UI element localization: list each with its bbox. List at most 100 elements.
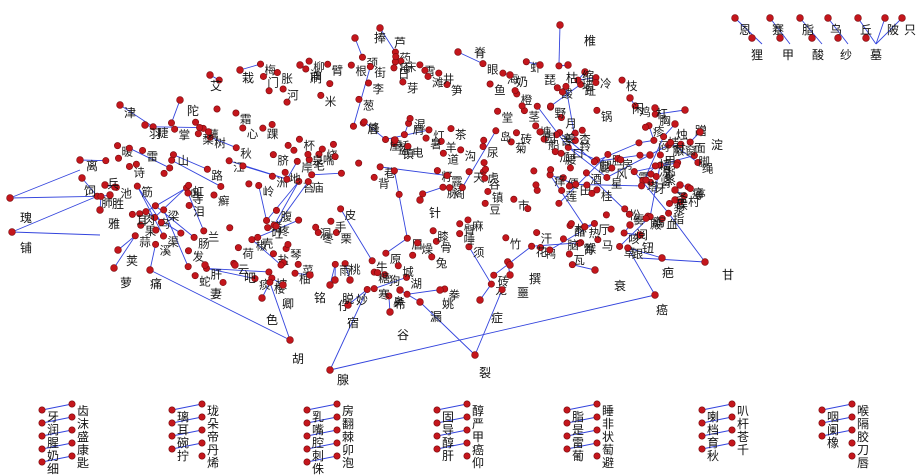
graph-node [268,120,276,128]
node-label: 诗 [133,165,145,179]
graph-edge [627,247,663,259]
graph-node [151,202,159,210]
node-label: 莲 [566,189,578,203]
node-label: 鱼 [494,83,506,97]
graph-node [355,95,363,103]
node-label: 丘 [860,23,872,37]
graph-node [295,135,303,143]
graph-node [290,146,298,154]
graph-node [616,242,624,250]
graph-edge [340,208,373,262]
graph-node [184,189,192,197]
graph-node [346,276,354,284]
graph-node [273,69,281,77]
graph-node [68,426,76,434]
node-label: 掌 [179,128,191,142]
node-label: 铺 [20,241,32,255]
node-label: 匙 [77,456,89,470]
node-label: 鼻 [393,295,405,309]
node-label: 床 [405,60,417,74]
graph-node [38,445,46,453]
graph-node [824,14,832,22]
graph-node [213,105,221,113]
node-label: 纱 [840,48,852,62]
node-label: 淀 [711,138,723,152]
graph-node [593,426,601,434]
graph-edge [875,17,903,45]
node-label: 葱 [363,98,375,112]
node-label: 丹 [207,443,219,457]
graph-edge [572,264,596,271]
node-label: 芽 [407,81,419,95]
graph-node [317,91,325,99]
graph-edge [701,442,733,450]
graph-node [511,87,519,95]
graph-node [139,146,147,154]
node-label: 朵 [207,417,219,431]
node-label: 喉 [857,404,869,418]
graph-node [198,413,206,421]
node-label: 秋 [707,449,719,463]
graph-node [326,281,334,289]
graph-node [492,127,500,135]
graph-node [638,182,646,190]
node-label: 塘 [540,125,552,139]
graph-node [226,224,234,232]
node-label: 热 [589,226,601,240]
node-label: 脊 [474,46,486,60]
graph-node [593,106,601,114]
graph-edge [422,186,444,195]
graph-node [283,98,291,106]
node-label: 葡 [572,449,584,463]
graph-node [776,34,784,42]
graph-node [390,64,398,72]
graph-node [110,264,118,272]
graph-node [677,140,685,148]
node-label: 牛 [376,260,388,274]
graph-node [558,186,566,194]
node-label: 月 [565,116,577,130]
graph-node [284,241,292,249]
graph-node [239,124,247,132]
graph-node [157,218,165,226]
node-label: 培 [659,157,671,172]
node-label: 墓 [870,48,882,62]
node-label: 雨 [339,263,351,277]
graph-node [198,452,206,460]
node-label: 姚 [442,297,454,311]
node-label: 阁 [454,187,466,201]
graph-node [106,191,114,199]
graph-node [571,129,579,137]
graph-node [465,243,473,251]
node-label: 寒 [378,288,390,302]
node-label: 痒 [554,174,566,188]
graph-node [166,164,174,172]
node-label: 踝 [267,127,279,141]
graph-node [651,291,659,299]
graph-edge [266,181,300,221]
node-label: 雾 [633,213,645,227]
graph-node [567,220,575,228]
node-label: 卯 [342,443,354,457]
node-label: 仰 [472,455,484,470]
outer-nodes: 捧芦脊椎恩蹇脂乌丘陂只狸甲酸纱墓刷琵枯缩艾栽奶闲杠蹭淀烛津羽陀培蒸圣碟离饲瑰铺兵… [6,14,916,387]
node-label: 寺 [192,192,204,206]
graph-node [532,122,540,130]
node-label: 冷 [600,77,612,91]
node-label: 李 [372,82,384,96]
graph-node [603,173,611,181]
graph-node [625,210,633,218]
graph-edge [113,235,136,269]
graph-node [281,168,289,176]
graph-node [656,151,664,159]
node-label: 陂 [887,22,899,37]
graph-node [326,80,334,88]
node-label: 醇 [472,403,484,418]
graph-node [231,261,239,269]
graph-node [279,281,287,289]
graph-node [591,266,599,274]
graph-node [306,271,314,279]
graph-node [463,426,471,434]
